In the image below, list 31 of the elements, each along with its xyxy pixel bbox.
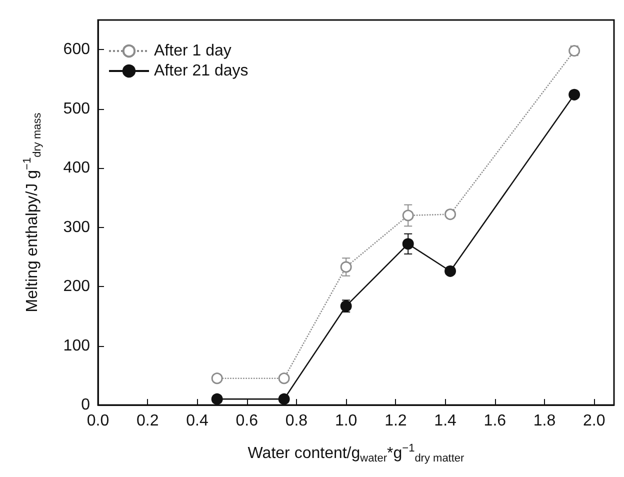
x-tick-label: 0.8 <box>285 412 308 430</box>
x-tick-label: 0.6 <box>236 412 258 430</box>
y-tick-label: 200 <box>63 278 90 296</box>
x-tick-label: 0.4 <box>186 412 208 430</box>
point <box>444 208 456 220</box>
y-tick-label: 0 <box>81 396 90 414</box>
point <box>211 372 223 384</box>
point <box>402 210 414 222</box>
x-tick-label: 0.0 <box>86 412 110 430</box>
y-tick-label: 600 <box>63 41 90 58</box>
y-axis-title: Melting enthalpy/J g−1dry mass <box>22 112 44 312</box>
y-tick-label: 300 <box>63 218 90 236</box>
point <box>444 265 456 277</box>
y-tick-label: 500 <box>63 100 90 118</box>
point <box>402 238 414 250</box>
point <box>211 393 223 405</box>
x-tick-label: 1.8 <box>533 412 556 430</box>
legend-label: After 1 day <box>154 42 232 60</box>
point <box>278 372 290 384</box>
y-tick-label: 100 <box>63 337 90 354</box>
x-tick-label: 1.0 <box>334 412 358 430</box>
x-tick-label: 1.6 <box>484 412 506 430</box>
y-tick-label: 400 <box>63 160 90 177</box>
x-tick-label: 1.4 <box>434 412 457 430</box>
legend-label: After 21 days <box>154 62 248 80</box>
x-tick-label: 1.2 <box>384 412 407 430</box>
point <box>568 88 580 100</box>
point <box>278 393 290 405</box>
x-tick-label: 0.2 <box>136 412 159 430</box>
x-tick-label: 2.0 <box>583 412 606 430</box>
point <box>340 261 352 273</box>
